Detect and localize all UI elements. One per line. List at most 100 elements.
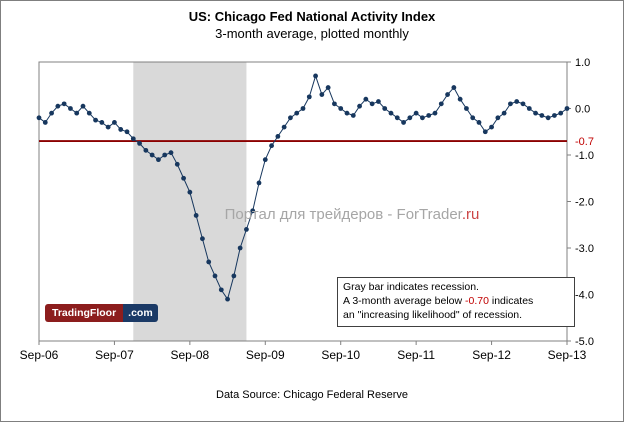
data-point: [501, 110, 507, 116]
tradingfloor-logo: TradingFloor .com: [45, 304, 158, 322]
data-point: [508, 101, 513, 107]
data-point: [130, 136, 136, 142]
data-point: [558, 110, 564, 116]
data-point: [256, 180, 262, 186]
data-point: [407, 115, 413, 121]
data-point: [181, 175, 186, 181]
data-point: [36, 115, 42, 121]
data-point: [332, 101, 337, 107]
data-point: [93, 117, 98, 123]
y-tick-label: -4.0: [575, 290, 594, 302]
data-point: [319, 92, 325, 97]
data-point: [482, 129, 488, 135]
data-point: [300, 106, 306, 111]
data-point: [420, 115, 425, 121]
data-point: [118, 127, 124, 132]
data-point: [74, 110, 80, 116]
data-point: [281, 124, 287, 130]
data-point: [539, 113, 545, 118]
data-point: [451, 85, 457, 90]
chart-subtitle: 3-month average, plotted monthly: [215, 26, 409, 41]
y-tick-label: -5.0: [575, 336, 594, 348]
data-point: [137, 140, 142, 146]
data-point: [432, 110, 438, 116]
data-point: [250, 208, 256, 214]
data-point: [49, 110, 54, 116]
data-point: [438, 101, 444, 107]
data-point: [269, 143, 274, 149]
data-point: [200, 236, 205, 242]
data-point: [388, 110, 394, 116]
data-point: [533, 110, 538, 116]
data-point: [495, 115, 501, 121]
data-point: [193, 213, 199, 218]
data-point: [42, 120, 48, 125]
data-point: [401, 120, 406, 125]
data-point: [231, 273, 237, 279]
data-point: [225, 296, 230, 302]
x-tick-label: Sep-08: [171, 348, 210, 362]
x-tick-label: Sep-09: [246, 348, 285, 362]
data-point: [174, 161, 180, 167]
threshold-label: -0.7: [575, 136, 594, 148]
data-point: [112, 120, 117, 125]
data-point: [306, 94, 312, 100]
data-point: [413, 110, 419, 116]
data-point: [464, 106, 469, 111]
data-point: [68, 106, 73, 111]
data-point: [218, 287, 224, 293]
data-point: [187, 189, 193, 195]
data-point: [294, 110, 300, 116]
data-point: [61, 101, 67, 107]
y-tick-label: 0.0: [575, 104, 590, 116]
data-point: [357, 103, 362, 109]
data-point: [394, 115, 400, 121]
x-tick-label: Sep-12: [472, 348, 511, 362]
data-point: [376, 99, 381, 104]
data-point: [526, 106, 532, 111]
data-point: [520, 101, 526, 107]
data-point: [564, 106, 570, 111]
annotation-box: Gray bar indicates recession. A 3-month …: [337, 277, 575, 327]
data-point: [426, 113, 432, 118]
x-tick-label: Sep-07: [95, 348, 134, 362]
y-tick-label: -3.0: [575, 243, 594, 255]
data-point: [143, 147, 149, 153]
data-point: [262, 157, 268, 163]
x-tick-label: Sep-06: [20, 348, 59, 362]
data-point: [552, 113, 557, 118]
data-point: [99, 120, 105, 125]
data-point: [244, 227, 249, 232]
data-point: [237, 245, 243, 251]
y-tick-label: -2.0: [575, 197, 594, 209]
data-point: [162, 152, 168, 158]
data-point: [363, 96, 369, 102]
logo-part1: TradingFloor: [45, 304, 124, 322]
annotation-line1: Gray bar indicates recession.: [343, 281, 479, 293]
data-point: [212, 273, 218, 279]
data-point: [313, 73, 318, 79]
annotation-line2: A 3-month average below -0.70 indicates: [343, 294, 534, 307]
data-point: [156, 157, 161, 163]
data-point: [470, 115, 476, 121]
data-point: [105, 124, 111, 130]
logo-part2: .com: [123, 304, 158, 322]
x-tick-label: Sep-13: [548, 348, 587, 362]
data-point: [545, 115, 551, 121]
data-point: [457, 96, 463, 102]
data-point: [338, 106, 344, 111]
data-point: [86, 110, 92, 116]
x-tick-label: Sep-11: [397, 348, 435, 362]
data-point: [369, 101, 375, 107]
data-point: [149, 152, 155, 158]
data-point: [350, 113, 356, 118]
annotation-line3: an "increasing likelihood" of recession.: [343, 308, 523, 321]
x-tick-label: Sep-10: [321, 348, 360, 362]
chart-title: US: Chicago Fed National Activity Index: [188, 9, 436, 24]
data-point: [476, 120, 482, 125]
y-tick-label: 1.0: [575, 57, 590, 69]
data-source: Data Source: Chicago Federal Reserve: [216, 389, 408, 401]
data-point: [325, 85, 331, 90]
